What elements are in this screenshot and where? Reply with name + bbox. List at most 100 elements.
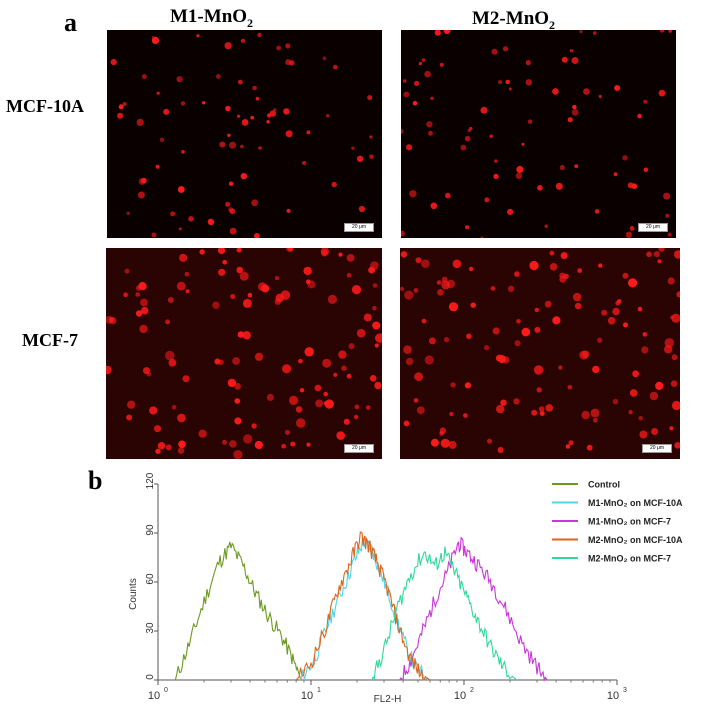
- x-tick-exponent: 3: [623, 687, 627, 694]
- cell-spot: [185, 289, 190, 294]
- cell-spot: [124, 268, 130, 274]
- cell-spot: [460, 144, 467, 151]
- cell-spot: [560, 252, 568, 260]
- cell-spot: [534, 326, 541, 333]
- cell-spot: [326, 114, 330, 118]
- cell-spot: [464, 135, 471, 142]
- cell-spot: [628, 410, 633, 415]
- x-tick-label: 10: [148, 690, 160, 702]
- cell-spot: [498, 355, 506, 364]
- cell-spot: [351, 285, 362, 295]
- cell-spot: [663, 192, 671, 200]
- cell-spot: [426, 121, 433, 128]
- cell-spot: [254, 440, 263, 450]
- cell-spot: [140, 306, 149, 315]
- row-header-mcf7: MCF-7: [22, 330, 78, 350]
- cell-spot: [276, 45, 281, 51]
- y-tick-label: 120: [145, 472, 156, 489]
- y-tick-label: 30: [145, 622, 156, 634]
- cell-spot: [514, 340, 521, 347]
- cell-spot: [106, 365, 112, 375]
- cell-spot: [505, 79, 510, 85]
- cell-spot: [400, 286, 405, 291]
- cell-spot: [629, 389, 638, 397]
- cell-spot: [416, 406, 425, 415]
- cell-spot: [413, 398, 419, 403]
- cell-spot: [110, 59, 117, 66]
- cell-spot: [671, 400, 680, 411]
- cell-spot: [592, 31, 597, 35]
- x-tick-exponent: 2: [470, 687, 474, 694]
- cell-spot: [667, 232, 672, 237]
- cell-spot: [450, 382, 456, 388]
- cell-spot: [346, 373, 352, 379]
- cell-spot: [178, 440, 186, 449]
- cell-spot: [135, 292, 140, 297]
- cell-spot: [409, 190, 417, 198]
- cell-spot: [639, 430, 648, 439]
- cell-spot: [181, 150, 185, 154]
- cell-spot: [574, 302, 582, 310]
- cell-spot: [641, 346, 649, 354]
- cell-spot: [613, 172, 618, 177]
- chart-legend: Control M1-MnO₂ on MCF-10A M1-MnO₂ on MCF-…: [552, 480, 683, 564]
- cell-spot: [196, 34, 200, 38]
- cell-spot: [571, 57, 579, 64]
- cell-spot: [549, 263, 558, 271]
- cell-spot: [372, 306, 377, 311]
- cell-spot: [117, 112, 124, 119]
- cell-spot: [136, 118, 144, 126]
- cell-spot: [177, 447, 185, 454]
- cell-spot: [257, 32, 262, 38]
- cell-spot: [676, 291, 680, 298]
- cell-spot: [137, 191, 145, 199]
- cell-spot: [338, 252, 343, 257]
- y-tick-label: 0: [145, 674, 156, 680]
- cell-spot: [333, 64, 338, 70]
- cell-spot: [374, 343, 379, 348]
- cell-spot: [322, 56, 327, 61]
- cell-spot: [403, 420, 410, 427]
- cell-spot: [586, 444, 593, 451]
- cell-spot: [667, 277, 675, 285]
- cell-spot: [251, 423, 257, 429]
- cell-spot: [497, 447, 504, 453]
- cell-spot: [274, 276, 280, 281]
- cell-spot: [236, 266, 243, 274]
- cell-spot: [146, 371, 152, 377]
- cell-spot: [403, 345, 412, 354]
- cell-spot: [165, 350, 175, 361]
- cell-spot: [646, 251, 652, 258]
- cell-spot: [470, 302, 476, 308]
- cell-spot: [303, 266, 312, 276]
- cell-spot: [445, 192, 451, 199]
- cell-spot: [354, 404, 360, 410]
- cell-spot: [571, 109, 579, 116]
- cell-spot: [642, 332, 648, 337]
- cell-spot: [651, 428, 659, 435]
- legend-label-2: M1-MnO₂ on MCF-7: [588, 517, 671, 527]
- cell-spot: [434, 30, 441, 36]
- cell-spot: [567, 385, 573, 390]
- cell-spot: [496, 404, 505, 414]
- cell-spot: [430, 438, 439, 447]
- cell-spot: [415, 257, 422, 264]
- cell-spot: [156, 91, 160, 95]
- cell-spot: [668, 30, 672, 33]
- cell-spot: [240, 173, 247, 180]
- scale-bar: 20 μm: [638, 223, 668, 232]
- cell-spot: [622, 272, 629, 279]
- cell-spot: [368, 266, 375, 274]
- cell-spot: [232, 357, 240, 365]
- cell-spot: [155, 164, 160, 169]
- cell-spot: [269, 110, 276, 117]
- cell-spot: [572, 292, 582, 302]
- cell-spot: [234, 398, 241, 404]
- cell-spot: [323, 391, 328, 397]
- micrograph-m1-mcf10a: 20 μm: [107, 30, 382, 238]
- cell-spot: [514, 271, 520, 277]
- cell-spot: [304, 347, 314, 357]
- cell-spot: [358, 205, 365, 213]
- cell-spot: [612, 398, 619, 405]
- cell-spot: [489, 134, 493, 138]
